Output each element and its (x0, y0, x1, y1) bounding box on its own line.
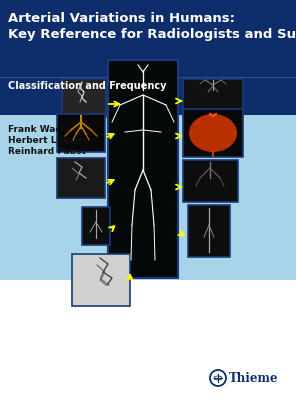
Bar (0, 260, 296, 262)
Bar (0, 266, 296, 268)
Bar (0, 258, 296, 259)
Bar (0, 240, 296, 241)
Bar (0, 268, 296, 270)
Bar (183, 109, 243, 157)
Bar (0, 222, 296, 223)
Bar (0, 252, 296, 253)
Bar (0, 247, 296, 248)
Bar (57, 158, 105, 198)
Bar (0, 272, 296, 274)
Bar (0, 234, 296, 235)
Bar (183, 160, 238, 202)
Text: Herbert Lippert: Herbert Lippert (8, 136, 87, 145)
Bar (0, 0, 296, 115)
Bar (0, 276, 296, 277)
Text: Frank Wacker: Frank Wacker (8, 125, 77, 134)
Bar (0, 250, 296, 252)
Bar (183, 79, 243, 117)
Text: Arterial Variations in Humans:: Arterial Variations in Humans: (8, 12, 235, 25)
Bar (57, 114, 105, 152)
Bar (82, 207, 110, 245)
Bar (0, 236, 296, 238)
Ellipse shape (189, 114, 237, 152)
Bar (0, 223, 296, 224)
Bar (0, 271, 296, 272)
Bar (0, 228, 296, 229)
Bar (0, 259, 296, 260)
Text: Key Reference for Radiologists and Surgeons: Key Reference for Radiologists and Surge… (8, 28, 296, 41)
Text: Reinhard Pabst: Reinhard Pabst (8, 147, 86, 156)
Bar (0, 115, 296, 280)
Bar (0, 238, 296, 240)
Bar (0, 242, 296, 244)
Bar (0, 244, 296, 246)
Bar (0, 246, 296, 247)
Bar (0, 256, 296, 258)
Bar (0, 224, 296, 226)
Bar (0, 254, 296, 256)
Bar (0, 229, 296, 230)
Bar (0, 241, 296, 242)
Text: Thieme: Thieme (229, 372, 279, 384)
Bar (0, 230, 296, 232)
Bar (188, 205, 230, 257)
Bar (0, 226, 296, 228)
Bar (0, 235, 296, 236)
Bar (0, 270, 296, 271)
Bar (0, 278, 296, 280)
Bar (0, 265, 296, 266)
Bar (108, 60, 178, 278)
Bar (0, 280, 296, 400)
Bar (0, 232, 296, 234)
Bar (0, 262, 296, 264)
Bar (0, 248, 296, 250)
Bar (0, 277, 296, 278)
Text: Classification and Frequency: Classification and Frequency (8, 81, 166, 91)
Bar (0, 253, 296, 254)
Bar (0, 274, 296, 276)
Bar (0, 220, 296, 222)
Bar (72, 254, 130, 306)
Bar (0, 264, 296, 265)
Bar (62, 79, 106, 117)
